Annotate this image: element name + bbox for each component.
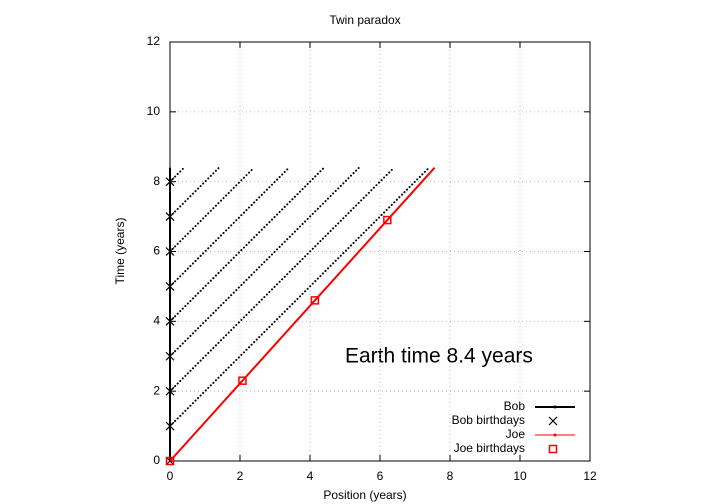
legend-label: Joe birthdays bbox=[454, 441, 525, 455]
x-tick-label: 10 bbox=[513, 469, 527, 483]
x-tick-label: 8 bbox=[447, 469, 454, 483]
cross-marker bbox=[165, 177, 175, 187]
light-signal bbox=[169, 166, 360, 358]
x-tick-label: 0 bbox=[167, 469, 174, 483]
cross-marker bbox=[165, 281, 175, 291]
light-signal bbox=[169, 166, 220, 218]
light-signal bbox=[169, 166, 395, 393]
x-axis-label: Position (years) bbox=[323, 488, 406, 502]
light-signal bbox=[169, 166, 290, 288]
light-signal bbox=[169, 166, 430, 428]
y-tick-label: 6 bbox=[153, 244, 160, 258]
x-tick-label: 12 bbox=[583, 469, 597, 483]
light-signal bbox=[169, 166, 325, 323]
y-tick-label: 4 bbox=[153, 314, 160, 328]
cross-marker bbox=[165, 386, 175, 396]
series-line bbox=[169, 167, 436, 462]
legend-label: Joe bbox=[506, 427, 526, 441]
legend-swatch bbox=[553, 405, 557, 409]
y-tick-label: 0 bbox=[153, 453, 160, 467]
square-marker bbox=[548, 444, 558, 454]
cross-marker bbox=[165, 247, 175, 256]
legend-label: Bob bbox=[504, 399, 526, 413]
light-signal bbox=[169, 166, 255, 253]
y-tick-label: 2 bbox=[153, 383, 160, 397]
cross-marker bbox=[165, 351, 175, 361]
y-tick-label: 10 bbox=[147, 104, 161, 118]
square-marker bbox=[165, 456, 175, 466]
square-marker bbox=[310, 296, 320, 305]
cross-marker bbox=[165, 421, 175, 431]
cross-marker bbox=[165, 316, 175, 326]
x-tick-label: 4 bbox=[307, 469, 314, 483]
y-tick-label: 8 bbox=[153, 174, 160, 188]
cross-marker bbox=[548, 416, 558, 426]
legend-swatch bbox=[553, 433, 557, 437]
x-tick-label: 2 bbox=[237, 469, 244, 483]
cross-marker bbox=[165, 212, 175, 222]
y-tick-label: 12 bbox=[147, 34, 161, 48]
legend-label: Bob birthdays bbox=[452, 413, 525, 427]
x-tick-label: 6 bbox=[377, 469, 384, 483]
square-marker bbox=[383, 215, 392, 225]
annotation: Earth time 8.4 years bbox=[345, 345, 533, 368]
square-marker bbox=[238, 376, 247, 385]
y-axis-label: Time (years) bbox=[113, 218, 127, 285]
chart-title: Twin paradox bbox=[329, 13, 400, 27]
